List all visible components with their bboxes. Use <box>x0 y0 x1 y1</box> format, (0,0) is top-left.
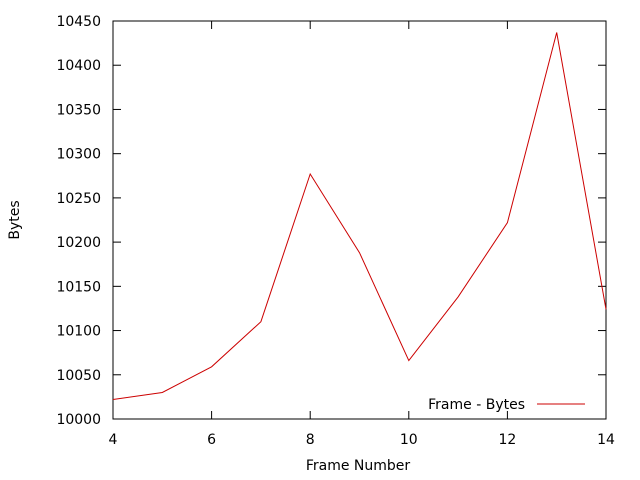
y-tick-label: 10050 <box>56 368 101 384</box>
y-tick-label: 10300 <box>56 147 101 163</box>
y-tick-label: 10350 <box>56 102 101 118</box>
x-tick-label: 10 <box>400 432 418 448</box>
y-tick-label: 10200 <box>56 235 101 251</box>
y-tick-label: 10100 <box>56 324 101 340</box>
plot-frame <box>112 20 607 420</box>
legend: Frame - Bytes <box>428 397 585 413</box>
x-tick-label: 4 <box>109 432 118 448</box>
y-tick-label: 10150 <box>56 279 101 295</box>
y-tick-label: 10450 <box>56 14 101 30</box>
x-tick-label: 6 <box>207 432 216 448</box>
x-tick-label: 14 <box>597 432 615 448</box>
y-tick-label: 10400 <box>56 58 101 74</box>
x-tick-label: 12 <box>498 432 516 448</box>
legend-label: Frame - Bytes <box>428 397 525 413</box>
tick-labels: 10000 10050 10100 10150 10200 10250 10300 10350… <box>56 14 615 448</box>
y-tick-label: 10250 <box>56 191 101 207</box>
series-line <box>112 32 607 400</box>
x-axis-title: Frame Number <box>306 458 411 474</box>
y-axis-title: Bytes <box>7 200 23 239</box>
x-tick-label: 8 <box>306 432 315 448</box>
series-layer <box>112 32 607 400</box>
y-tick-label: 10000 <box>56 412 101 428</box>
axis-ticks <box>112 20 607 420</box>
